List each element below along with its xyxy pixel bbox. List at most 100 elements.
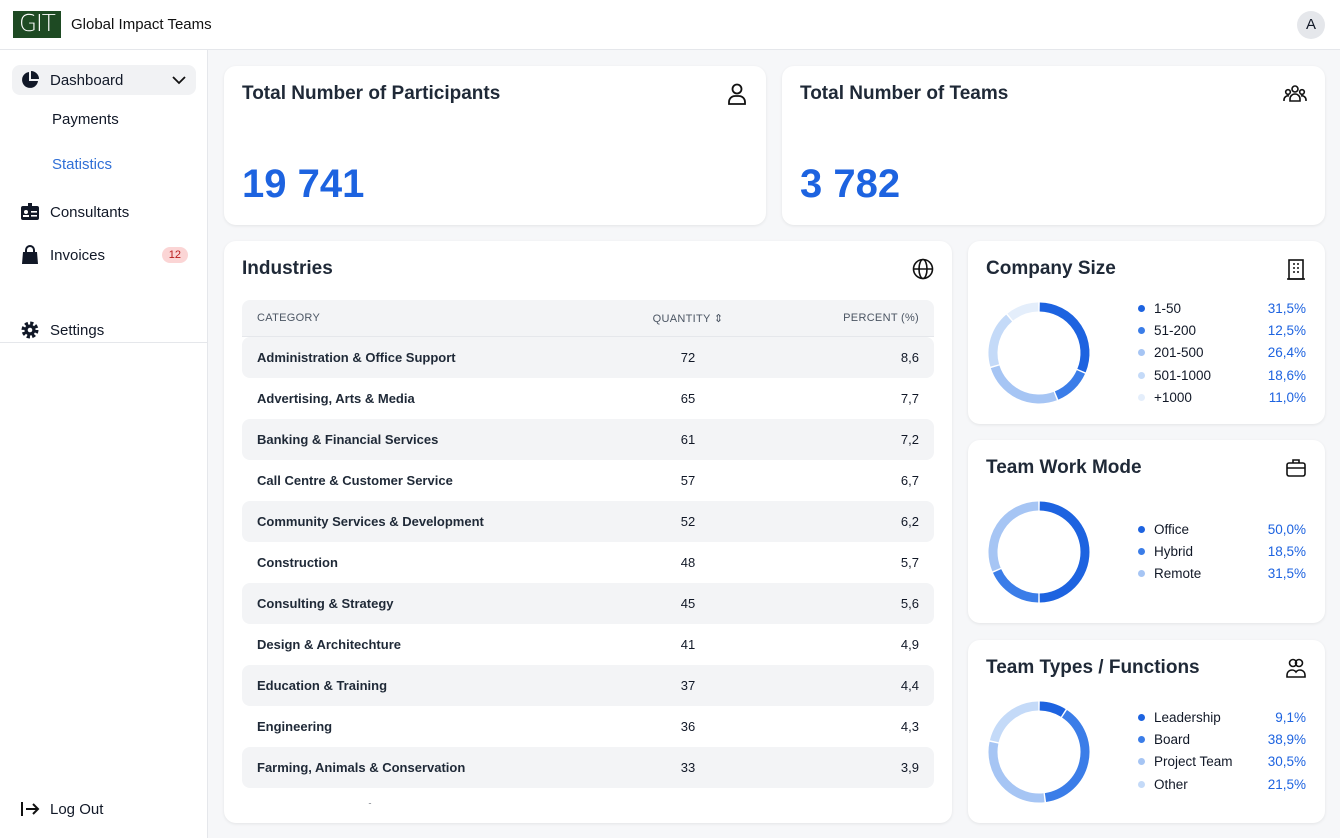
industries-table[interactable]: CATEGORY QUANTITY ⇕ PERCENT (%) Administ… [242,300,934,804]
legend-label: 201-500 [1154,345,1204,361]
legend-item: 51-200 12,5% [1138,319,1306,341]
sort-icon[interactable]: ⇕ [713,312,724,325]
legend-item: Remote 31,5% [1138,563,1306,585]
legend-percent: 38,9% [1267,732,1306,748]
chart-card-team-types-functions: Team Types / Functions Leadership 9,1% Boar… [968,640,1325,823]
donut-slice[interactable] [989,701,1039,743]
donut-slice[interactable] [988,314,1013,367]
participants-count: 19 741 [242,162,365,206]
building-icon [1285,258,1307,285]
cell-percent: 4,9 [900,637,919,652]
logo[interactable]: GIT [13,11,61,38]
legend-percent: 26,4% [1267,345,1306,361]
legend-item: Hybrid 18,5% [1138,540,1306,562]
chevron-down-icon[interactable] [172,72,186,89]
cell-quantity: 65 [680,391,696,406]
avatar[interactable]: A [1297,11,1325,39]
legend-dot [1138,736,1145,744]
donut-slice[interactable] [990,365,1057,404]
logout-button[interactable]: Log Out [12,794,196,824]
donut-slice[interactable] [992,568,1039,603]
cell-percent: 3,9 [900,760,919,775]
table-row[interactable]: Engineering 36 4,3 [242,706,934,747]
sidebar-item-dashboard[interactable]: Dashboard [12,65,196,95]
legend-label: Other [1154,776,1188,792]
sidebar-item-statistics[interactable]: Statistics [52,156,113,173]
globe-icon [912,258,934,285]
legend-dot [1138,304,1145,312]
teams-card: Total Number of Teams 3 782 [782,66,1325,225]
donut-slice[interactable] [1007,302,1039,321]
table-row[interactable]: Advertising, Arts & Media 65 7,7 [242,378,934,419]
table-row[interactable]: Banking & Financial Services 61 7,2 [242,419,934,460]
table-row[interactable]: Administration & Office Support 72 8,6 [242,337,934,378]
legend-percent: 50,0% [1267,521,1306,537]
donut-slice[interactable] [1039,701,1066,717]
sidebar: Dashboard Payments Statistics Consultant… [0,50,208,838]
legend-dot [1138,349,1145,357]
cell-quantity: 33 [680,760,696,775]
legend-percent: 18,6% [1267,367,1306,383]
chart-legend: Leadership 9,1% Board 38,9% Project Team 30,5… [1138,706,1306,796]
legend-label: Hybrid [1154,544,1194,560]
app-title: Global Impact Teams [71,16,212,33]
sidebar-item-label: Log Out [50,800,104,818]
table-row[interactable]: Design & Architechture 41 4,9 [242,624,934,665]
cell-quantity: 36 [680,719,696,734]
donut-slice[interactable] [1039,302,1090,373]
table-row[interactable]: Construction 48 5,7 [242,542,934,583]
legend-percent: 11,0% [1268,390,1306,406]
table-row[interactable]: Consulting & Strategy 45 5,6 [242,583,934,624]
table-row[interactable]: Call Centre & Customer Service 57 6,7 [242,460,934,501]
invoices-count-badge: 12 [161,247,188,263]
table-row[interactable]: Education & Training 37 4,4 [242,665,934,706]
donut-slice[interactable] [1044,709,1090,802]
cell-category: Education & Training [257,678,388,693]
sidebar-item-label: Invoices [50,246,106,264]
cell-category: Call Centre & Customer Service [257,473,453,488]
cell-category: Design & Architechture [257,637,401,652]
card-title: Company Size [986,258,1116,279]
briefcase-icon [1285,457,1307,484]
legend-label: Remote [1154,566,1202,582]
cell-category: Construction [257,555,338,570]
card-title: Total Number of Participants [242,83,501,104]
chart-card-company-size: Company Size 1-50 31,5% 51-200 12,5% 201-500 2… [968,241,1325,424]
table-row[interactable]: Government & Defence293,4 [242,788,934,804]
cell-category: Banking & Financial Services [257,432,439,447]
cell-category: Consulting & Strategy [257,596,394,611]
donut-slice[interactable] [1039,501,1090,603]
sidebar-item-label: Consultants [50,203,130,221]
column-percent: PERCENT (%) [843,312,919,324]
card-title: Team Types / Functions [986,657,1200,678]
legend-item: Other 21,5% [1138,773,1306,795]
legend-item: Board 38,9% [1138,728,1306,750]
card-title: Total Number of Teams [800,83,1009,104]
industries-card: Industries CATEGORY QUANTITY ⇕ PERCENT (… [224,241,952,823]
sidebar-item-consultants[interactable]: Consultants [12,197,196,227]
donut-slice[interactable] [988,501,1039,572]
donut-slice[interactable] [1054,369,1086,400]
column-quantity[interactable]: QUANTITY ⇕ [622,312,754,325]
sidebar-item-payments[interactable]: Payments [52,111,119,128]
donut-chart [988,302,1090,404]
legend-dot [1138,548,1145,556]
legend-item: Office 50,0% [1138,518,1306,540]
table-row[interactable]: Farming, Animals & Conservation 33 3,9 [242,747,934,788]
sidebar-item-invoices[interactable]: Invoices 12 [12,240,196,270]
column-category: CATEGORY [257,312,321,324]
legend-item: 1-50 31,5% [1138,297,1306,319]
legend-label: 51-200 [1154,323,1197,339]
cell-quantity: 57 [680,473,696,488]
cell-category: Engineering [257,719,333,734]
legend-percent: 31,5% [1267,300,1306,316]
card-title: Industries [242,258,333,279]
legend-dot [1138,371,1145,379]
cell-percent: 6,2 [900,514,919,529]
legend-label: 1-50 [1154,300,1182,316]
cell-quantity: 29 [622,801,754,804]
chart-legend: Office 50,0% Hybrid 18,5% Remote 31,5% [1138,518,1306,585]
table-row[interactable]: Community Services & Development 52 6,2 [242,501,934,542]
donut-slice[interactable] [988,741,1045,803]
sidebar-item-settings[interactable]: Settings [12,315,196,345]
